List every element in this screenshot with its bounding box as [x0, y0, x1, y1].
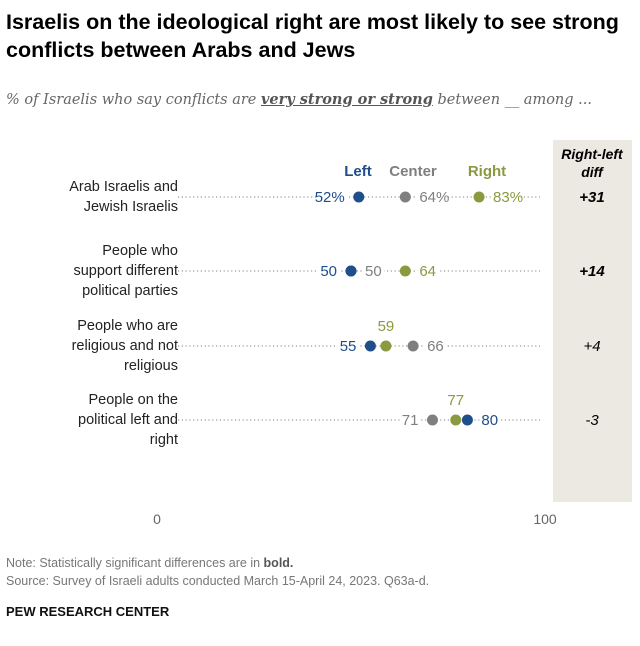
note-bold: bold.: [263, 556, 294, 570]
x-tick-label: 100: [533, 511, 557, 527]
diff-value: +14: [579, 263, 605, 280]
value-label-right: 77: [447, 392, 464, 409]
row-label: People who are religious and not religious: [6, 316, 178, 376]
chart-subtitle: % of Israelis who say conflicts are very…: [6, 88, 606, 112]
value-label-bg: [399, 412, 421, 428]
brand-logo-text: PEW RESEARCH CENTER: [6, 604, 170, 619]
row-label: Arab Israelis and Jewish Israelis: [6, 177, 178, 217]
diff-header: Right-left: [561, 146, 624, 162]
source: Source: Survey of Israeli adults conduct…: [6, 574, 430, 588]
chart-title: Israelis on the ideological right are mo…: [6, 10, 619, 62]
value-label-right: 59: [378, 318, 395, 335]
value-label-left: 50: [320, 263, 337, 280]
value-label-center: 50: [365, 263, 382, 280]
subtitle-pre: % of Israelis who say conflicts are: [6, 92, 261, 108]
row-label: People on the political left and right: [6, 390, 178, 450]
row-label-line: right: [149, 432, 178, 448]
value-label-bg: [425, 338, 447, 354]
diff-value: -3: [585, 412, 599, 429]
x-tick-label: 0: [153, 511, 161, 527]
row-label-line: People on the: [88, 392, 179, 408]
row-label-line: People who: [102, 243, 178, 259]
dot-center: [407, 340, 419, 352]
value-label-right: 83%: [493, 189, 523, 206]
dot-left: [353, 191, 365, 203]
value-label-bg: [479, 412, 501, 428]
dot-right: [380, 340, 392, 352]
value-label-bg: [491, 189, 521, 205]
value-label-right: 64: [419, 263, 436, 280]
diff-value: +4: [583, 338, 600, 355]
value-label-bg: [318, 263, 339, 279]
row-label-line: political left and: [78, 412, 178, 428]
legend-left: Left: [344, 163, 372, 180]
dot-right: [473, 191, 485, 203]
dot-left: [364, 340, 376, 352]
row-label-line: political parties: [82, 283, 178, 299]
value-label-center: 71: [402, 412, 419, 429]
row-label-line: People who are: [77, 318, 178, 334]
diff-header: diff: [581, 164, 604, 180]
dot-right: [399, 265, 411, 277]
legend-right: Right: [468, 163, 506, 180]
subtitle-post: between __ among ...: [432, 92, 592, 108]
dot-left: [345, 265, 357, 277]
value-label-left: 52%: [315, 189, 345, 206]
note: Note: Statistically significant differen…: [6, 556, 293, 570]
value-label-bg: [317, 189, 347, 205]
row-label: People who support different political par…: [6, 241, 178, 301]
row-label-line: religious: [124, 358, 178, 374]
dot-center: [399, 191, 411, 203]
value-label-bg: [417, 263, 439, 279]
note-text: Note: Statistically significant differen…: [6, 556, 264, 570]
legend-center: Center: [389, 163, 437, 180]
dot-right: [450, 414, 462, 426]
row-label-line: Jewish Israelis: [83, 199, 178, 215]
row-label-line: religious and not: [71, 338, 178, 354]
value-label-left: 80: [481, 412, 498, 429]
subtitle-emphasis: very strong or strong: [260, 91, 433, 108]
diff-value: +31: [579, 189, 604, 206]
row-label-line: support different: [73, 263, 178, 279]
dot-center: [426, 414, 438, 426]
value-label-bg: [417, 189, 447, 205]
value-label-center: 66: [427, 338, 444, 355]
dot-left: [461, 414, 473, 426]
row-label-line: Arab Israelis and: [69, 179, 178, 195]
value-label-left: 55: [340, 338, 357, 355]
value-label-center: 64%: [419, 189, 449, 206]
value-label-bg: [337, 338, 359, 354]
value-label-bg: [363, 263, 384, 279]
diff-column-background: [553, 140, 632, 502]
